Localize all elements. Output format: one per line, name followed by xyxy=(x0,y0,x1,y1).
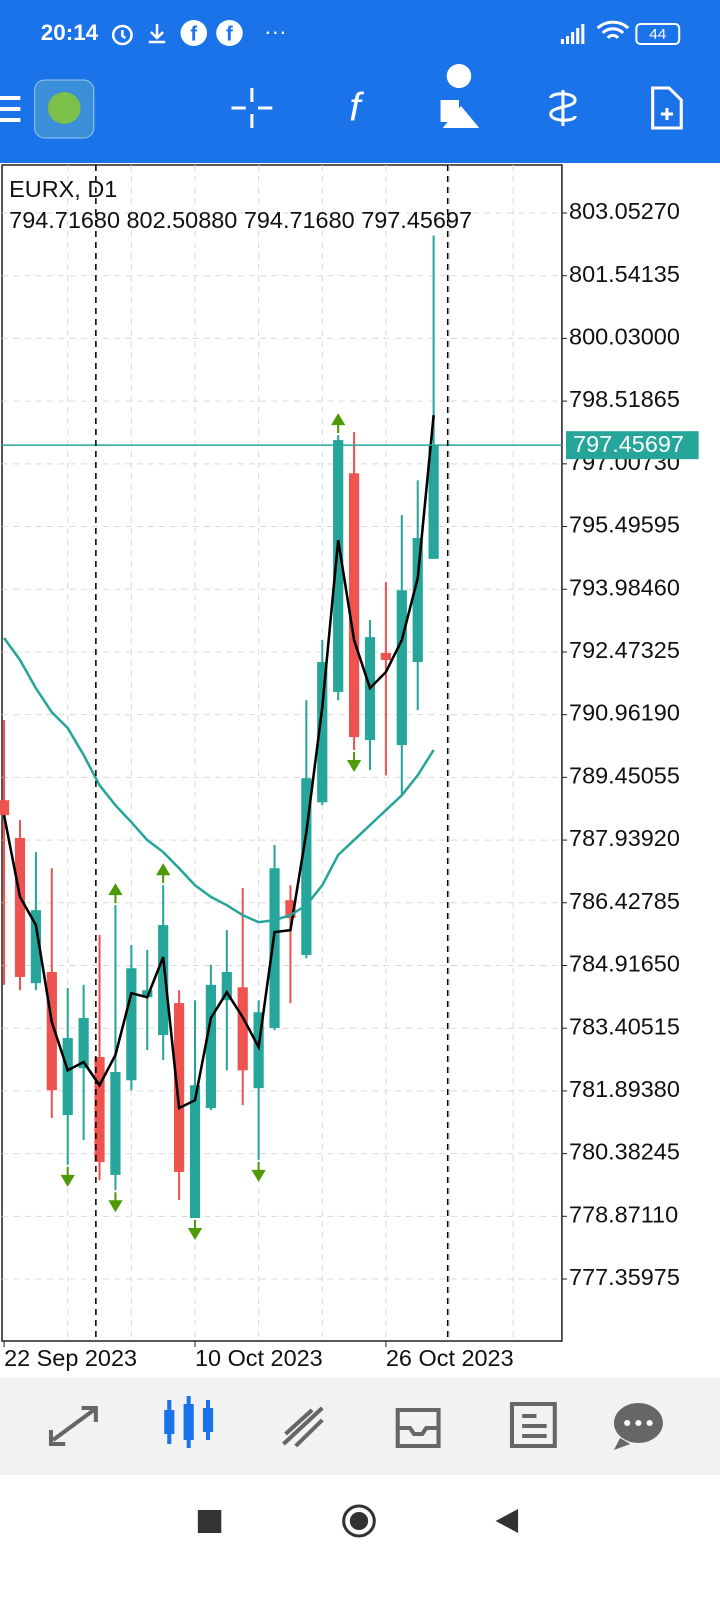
y-tick-label: 787.93920 xyxy=(569,825,680,851)
candle-body xyxy=(126,968,137,1081)
y-tick-label: 784.91650 xyxy=(569,951,680,977)
home-button[interactable] xyxy=(342,1504,376,1538)
last-price-label: 797.45697 xyxy=(573,431,684,457)
price-axis: 803.05270 801.54135 800.03000 798.51865 797.… xyxy=(561,198,699,1290)
chart-tab[interactable] xyxy=(164,1396,214,1448)
candle-body xyxy=(173,1003,185,1172)
history-tab[interactable] xyxy=(395,1408,441,1448)
facebook-icon xyxy=(216,20,243,46)
status-icons xyxy=(111,24,166,46)
x-tick-label: 26 Oct 2023 xyxy=(386,1345,514,1371)
crosshair-button[interactable] xyxy=(231,88,273,128)
candle-body xyxy=(0,800,10,816)
y-tick-label: 798.51865 xyxy=(569,386,680,412)
more-dots: ··· xyxy=(264,19,286,44)
y-tick-label: 792.47325 xyxy=(569,637,680,663)
fractal-up xyxy=(156,863,171,884)
app-bar xyxy=(0,0,720,163)
candle-body xyxy=(348,473,360,738)
y-tick-label: 780.38245 xyxy=(569,1139,680,1165)
candle-body xyxy=(46,971,57,1091)
candle-body xyxy=(380,652,392,660)
y-tick-label: 781.89380 xyxy=(569,1076,680,1102)
y-tick-label: 800.03000 xyxy=(569,324,680,350)
y-tick-label: 777.35975 xyxy=(569,1264,680,1290)
candle-body xyxy=(285,900,296,919)
candle-body xyxy=(333,440,344,692)
candle-body xyxy=(221,971,232,1001)
wifi-icon xyxy=(596,20,630,40)
candle-body xyxy=(301,778,312,955)
trade-tab[interactable] xyxy=(282,1406,324,1448)
signal-icon xyxy=(560,24,585,44)
y-tick-label: 778.87110 xyxy=(569,1202,678,1228)
facebook-icon xyxy=(180,20,208,46)
trade-button[interactable] xyxy=(549,90,577,126)
facebook-glyph: f xyxy=(190,23,197,45)
y-tick-label: 786.42785 xyxy=(569,888,680,914)
candle-body xyxy=(237,987,248,1071)
ohlc-label: 794.71680 802.50880 794.71680 797.45697 xyxy=(9,207,472,233)
fractal-down xyxy=(108,1192,123,1213)
y-tick-label: 801.54135 xyxy=(569,261,680,287)
indicator-line xyxy=(3,637,435,924)
candle-body xyxy=(110,1071,121,1175)
clock: 20:14 xyxy=(41,20,99,45)
last-price-box xyxy=(566,431,699,460)
battery-level: 44 xyxy=(649,26,666,43)
y-tick-label: 783.40515 xyxy=(569,1013,680,1039)
candle-body xyxy=(269,868,280,1028)
bottom-nav xyxy=(0,1378,720,1475)
candle-body xyxy=(205,984,216,1109)
new-order-button[interactable] xyxy=(651,86,683,130)
facebook-glyph: f xyxy=(226,23,233,45)
candle-body xyxy=(253,1012,264,1089)
menu-button[interactable] xyxy=(0,96,21,122)
candle-body xyxy=(412,537,423,663)
candle-body xyxy=(317,662,328,803)
y-tick-label: 789.45055 xyxy=(569,763,680,789)
home-button-dot xyxy=(349,1512,369,1530)
fractal-down xyxy=(251,1161,266,1182)
candle-body xyxy=(30,910,41,984)
fractal-down xyxy=(60,1166,75,1187)
candle-body xyxy=(62,1037,73,1116)
candle-body xyxy=(158,925,169,1036)
candle-body xyxy=(78,1018,89,1069)
fractal-up xyxy=(331,413,346,434)
y-tick-label: 793.98460 xyxy=(569,575,680,601)
candle-body xyxy=(428,445,439,559)
fractal-down xyxy=(187,1220,203,1241)
y-tick-label: 803.05270 xyxy=(569,198,680,224)
fractal-down xyxy=(346,752,362,773)
recents-button[interactable] xyxy=(197,1510,222,1533)
candle-body xyxy=(189,1085,201,1219)
candle-body xyxy=(396,590,407,746)
app-icon-globe xyxy=(47,92,81,124)
y-tick-label: 790.96190 xyxy=(569,700,680,726)
y-tick-label: 795.49595 xyxy=(569,512,680,538)
x-tick-label: 10 Oct 2023 xyxy=(195,1345,323,1371)
news-tab[interactable] xyxy=(509,1402,557,1448)
back-button[interactable] xyxy=(495,1509,519,1533)
fractal-up xyxy=(108,883,123,904)
objects-button[interactable] xyxy=(440,64,480,128)
symbol-label: EURX, D1 xyxy=(9,176,117,202)
plot-frame xyxy=(1,164,563,1342)
messages-tab[interactable] xyxy=(613,1403,663,1450)
candle-body xyxy=(142,990,153,998)
candle-body xyxy=(14,837,26,977)
quotes-tab[interactable] xyxy=(48,1406,98,1446)
indicator-line xyxy=(2,415,435,1111)
battery-icon xyxy=(635,23,681,45)
candle-body xyxy=(94,1057,105,1163)
x-tick-label: 22 Sep 2023 xyxy=(4,1345,137,1371)
